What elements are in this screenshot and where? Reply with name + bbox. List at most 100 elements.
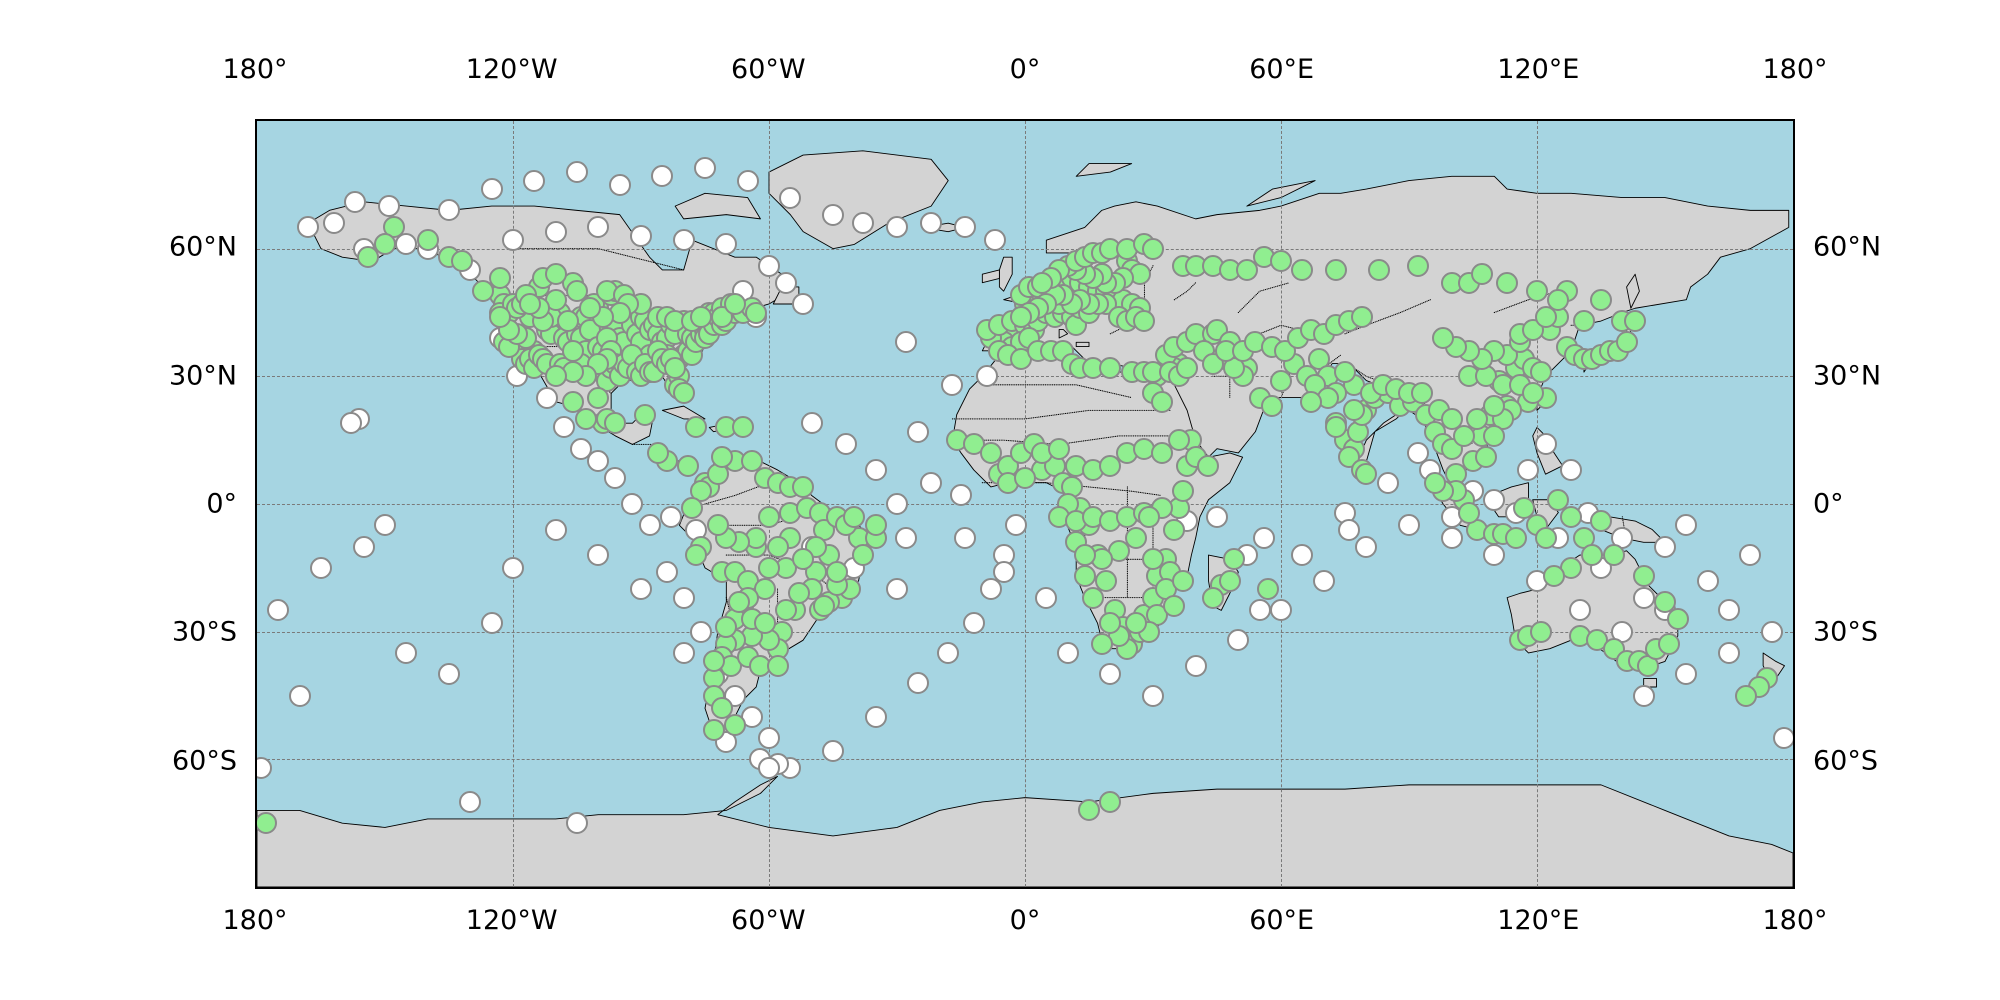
map-marker-green[interactable] bbox=[1150, 390, 1173, 413]
map-marker-green[interactable] bbox=[1325, 416, 1348, 439]
map-marker-green[interactable] bbox=[1526, 280, 1548, 303]
map-marker-white[interactable] bbox=[352, 535, 375, 558]
map-marker-white[interactable] bbox=[864, 458, 887, 481]
map-marker-white[interactable] bbox=[322, 212, 345, 235]
map-marker-white[interactable] bbox=[1440, 527, 1463, 550]
map-marker-green[interactable] bbox=[1171, 480, 1194, 503]
map-marker-green[interactable] bbox=[561, 390, 584, 413]
map-marker-white[interactable] bbox=[1696, 569, 1719, 592]
map-marker-green[interactable] bbox=[792, 548, 815, 571]
map-marker-white[interactable] bbox=[715, 233, 738, 256]
map-marker-green[interactable] bbox=[1466, 407, 1489, 430]
map-marker-green[interactable] bbox=[1334, 361, 1356, 384]
map-marker-green[interactable] bbox=[1325, 258, 1348, 281]
map-marker-white[interactable] bbox=[1675, 514, 1698, 537]
map-marker-white[interactable] bbox=[672, 641, 695, 664]
map-marker-green[interactable] bbox=[1351, 305, 1374, 328]
map-marker-green[interactable] bbox=[578, 297, 601, 320]
map-marker-green[interactable] bbox=[864, 514, 887, 537]
map-marker-white[interactable] bbox=[587, 450, 610, 473]
map-marker-green[interactable] bbox=[775, 599, 798, 622]
map-marker-white[interactable] bbox=[310, 556, 332, 579]
map-marker-green[interactable] bbox=[472, 280, 495, 303]
map-marker-green[interactable] bbox=[758, 556, 780, 579]
map-marker-green[interactable] bbox=[1197, 454, 1220, 477]
map-marker-green[interactable] bbox=[1513, 497, 1536, 520]
map-marker-white[interactable] bbox=[659, 505, 682, 528]
map-marker-white[interactable] bbox=[344, 190, 367, 213]
map-marker-white[interactable] bbox=[975, 365, 998, 388]
map-marker-green[interactable] bbox=[1291, 258, 1314, 281]
map-marker-green[interactable] bbox=[1201, 586, 1224, 609]
map-marker-white[interactable] bbox=[672, 586, 695, 609]
map-marker-white[interactable] bbox=[851, 212, 874, 235]
map-marker-white[interactable] bbox=[775, 271, 798, 294]
map-marker-green[interactable] bbox=[1368, 258, 1391, 281]
map-marker-white[interactable] bbox=[655, 561, 678, 584]
map-marker-white[interactable] bbox=[438, 199, 460, 222]
map-marker-green[interactable] bbox=[681, 497, 704, 520]
map-marker-green[interactable] bbox=[723, 292, 746, 315]
map-marker-white[interactable] bbox=[1534, 433, 1557, 456]
map-marker-green[interactable] bbox=[1223, 548, 1246, 571]
map-marker-white[interactable] bbox=[378, 195, 401, 218]
map-marker-green[interactable] bbox=[450, 250, 473, 273]
map-marker-green[interactable] bbox=[1590, 288, 1612, 311]
map-marker-green[interactable] bbox=[561, 339, 584, 362]
map-marker-white[interactable] bbox=[1517, 458, 1540, 481]
map-marker-white[interactable] bbox=[992, 561, 1015, 584]
map-marker-green[interactable] bbox=[843, 505, 866, 528]
map-marker-green[interactable] bbox=[1560, 505, 1583, 528]
map-marker-white[interactable] bbox=[1355, 535, 1378, 558]
map-marker-white[interactable] bbox=[1291, 544, 1314, 567]
map-marker-green[interactable] bbox=[1133, 310, 1156, 332]
map-marker-white[interactable] bbox=[587, 216, 610, 239]
map-marker-green[interactable] bbox=[1453, 424, 1476, 447]
map-marker-green[interactable] bbox=[664, 356, 687, 379]
map-marker-green[interactable] bbox=[1099, 790, 1122, 813]
map-marker-green[interactable] bbox=[792, 475, 815, 498]
map-marker-white[interactable] bbox=[907, 671, 930, 694]
map-marker-white[interactable] bbox=[834, 433, 857, 456]
map-marker-white[interactable] bbox=[638, 514, 661, 537]
map-marker-white[interactable] bbox=[630, 224, 652, 247]
map-marker-green[interactable] bbox=[1078, 799, 1100, 822]
map-marker-green[interactable] bbox=[1590, 510, 1612, 533]
map-marker-white[interactable] bbox=[779, 186, 802, 209]
map-marker-white[interactable] bbox=[536, 386, 559, 409]
map-marker-green[interactable] bbox=[544, 365, 567, 388]
map-marker-green[interactable] bbox=[1137, 505, 1160, 528]
map-marker-white[interactable] bbox=[672, 229, 695, 252]
map-marker-white[interactable] bbox=[920, 471, 943, 494]
map-marker-white[interactable] bbox=[1632, 586, 1655, 609]
map-marker-white[interactable] bbox=[954, 527, 977, 550]
map-marker-white[interactable] bbox=[822, 203, 844, 226]
map-marker-green[interactable] bbox=[1581, 544, 1604, 567]
map-marker-green[interactable] bbox=[257, 812, 277, 835]
map-marker-white[interactable] bbox=[1560, 458, 1583, 481]
map-marker-green[interactable] bbox=[766, 654, 789, 677]
map-marker-green[interactable] bbox=[685, 416, 708, 439]
map-marker-green[interactable] bbox=[1423, 471, 1446, 494]
map-marker-white[interactable] bbox=[1206, 505, 1228, 528]
map-marker-green[interactable] bbox=[706, 514, 729, 537]
map-marker-green[interactable] bbox=[851, 544, 874, 567]
map-marker-green[interactable] bbox=[566, 280, 588, 303]
map-marker-white[interactable] bbox=[758, 727, 780, 750]
map-marker-green[interactable] bbox=[1270, 250, 1292, 273]
map-marker-white[interactable] bbox=[907, 420, 930, 443]
map-marker-green[interactable] bbox=[647, 441, 670, 464]
map-marker-green[interactable] bbox=[1090, 633, 1113, 656]
map-marker-green[interactable] bbox=[1176, 356, 1199, 379]
map-marker-green[interactable] bbox=[1483, 395, 1506, 418]
map-marker-white[interactable] bbox=[1099, 663, 1122, 686]
map-marker-green[interactable] bbox=[711, 446, 734, 469]
map-marker-white[interactable] bbox=[395, 641, 418, 664]
map-marker-green[interactable] bbox=[1735, 684, 1758, 707]
map-marker-green[interactable] bbox=[1009, 305, 1032, 328]
map-marker-green[interactable] bbox=[1163, 518, 1186, 541]
map-marker-green[interactable] bbox=[745, 301, 768, 324]
map-marker-green[interactable] bbox=[689, 305, 712, 328]
map-marker-green[interactable] bbox=[1082, 586, 1105, 609]
map-marker-white[interactable] bbox=[1376, 471, 1399, 494]
